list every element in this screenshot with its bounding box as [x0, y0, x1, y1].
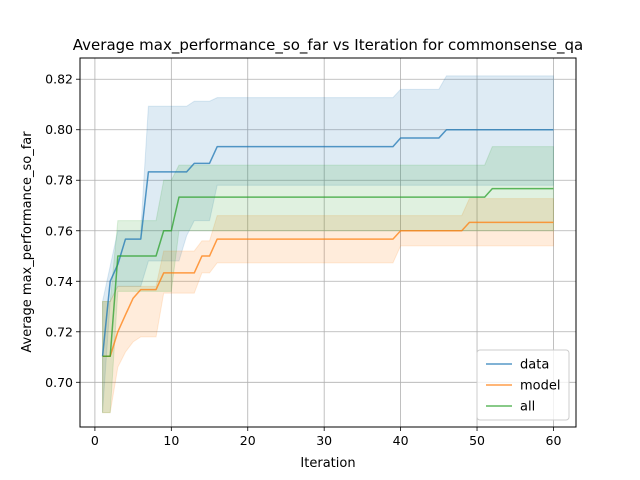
x-axis-label: Iteration: [300, 456, 355, 471]
plot-frame: [79, 57, 577, 428]
legend-box: [476, 349, 570, 421]
y-tick-label: 0.74: [45, 274, 73, 289]
legend-label-all: all: [520, 400, 535, 415]
y-tick-label: 0.76: [45, 223, 73, 238]
band-model: [102, 198, 554, 414]
chart-title: Average max_performance_so_far vs Iterat…: [73, 36, 583, 55]
y-axis-ticks: 0.70 0.72 0.74 0.76 0.78 0.80 0.82: [45, 72, 80, 390]
line-model: [102, 221, 554, 358]
x-tick-label: 30: [316, 433, 332, 448]
legend-label-model: model: [520, 379, 560, 394]
band-data: [102, 75, 554, 413]
y-tick-label: 0.82: [45, 72, 73, 87]
band-all: [102, 146, 554, 414]
y-tick-label: 0.70: [45, 375, 73, 390]
x-tick-label: 10: [163, 433, 179, 448]
y-tick-label: 0.78: [45, 173, 73, 188]
line-data: [101, 128, 554, 357]
grid: [80, 58, 576, 427]
x-tick-label: 60: [546, 433, 562, 448]
x-tick-label: 50: [469, 433, 485, 448]
legend-label-data: data: [520, 358, 549, 373]
x-tick-label: 0: [91, 433, 99, 448]
series-lines: [101, 128, 554, 358]
line-all: [102, 187, 554, 358]
y-tick-label: 0.80: [45, 122, 73, 137]
y-axis-label: Average max_performance_so_far: [20, 131, 35, 353]
confidence-bands: [102, 75, 554, 414]
x-tick-label: 20: [240, 433, 256, 448]
legend: data model all: [476, 349, 570, 421]
x-axis-ticks: 0 10 20 30 40 50 60: [91, 427, 562, 448]
y-tick-label: 0.72: [45, 324, 73, 339]
x-tick-label: 40: [393, 433, 409, 448]
